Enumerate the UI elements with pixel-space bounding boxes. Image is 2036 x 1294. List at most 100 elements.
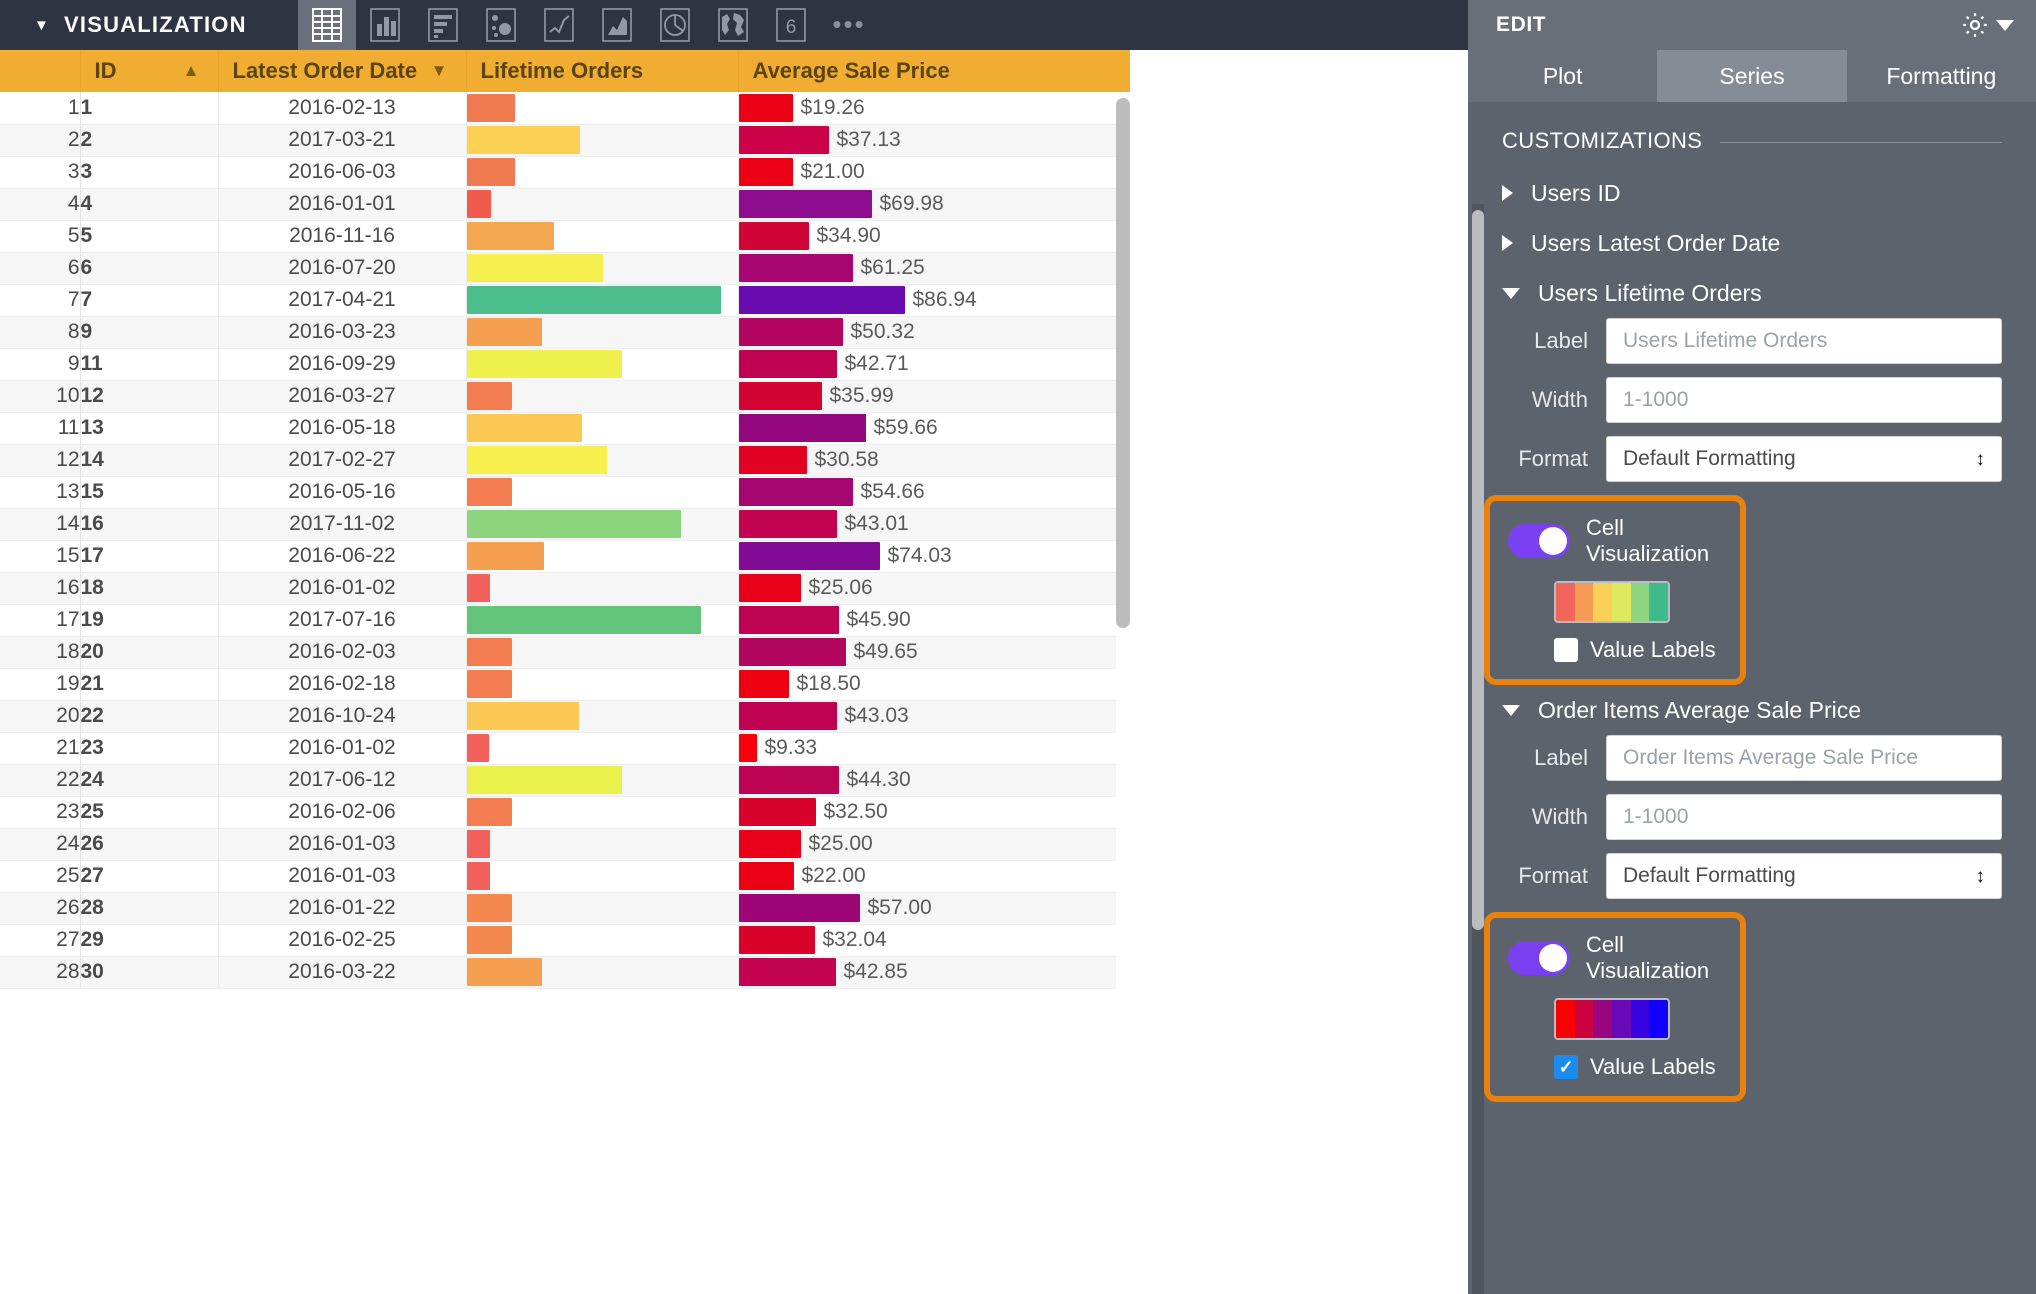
tab-plot[interactable]: Plot xyxy=(1542,62,1583,89)
palette-selector[interactable] xyxy=(1554,581,1670,623)
column-header-id[interactable]: ID ▲ xyxy=(80,50,219,92)
format-field-label: Format xyxy=(1518,863,1588,888)
accordion-label: Order Items Average Sale Price xyxy=(1538,696,1861,723)
pie-chart-icon[interactable] xyxy=(646,0,704,50)
cell-id: 17 xyxy=(80,540,219,573)
table-row[interactable]: 23 25 2016-02-06 $32.50 xyxy=(0,796,1130,829)
table-row[interactable]: 22 24 2017-06-12 $44.30 xyxy=(0,764,1130,797)
sort-desc-icon[interactable]: ▼ xyxy=(430,61,448,80)
label-input[interactable]: Order Items Average Sale Price xyxy=(1606,735,2002,781)
table-row[interactable]: 18 20 2016-02-03 $49.65 xyxy=(0,636,1130,669)
cell-visualization-toggle[interactable] xyxy=(1508,524,1570,558)
value-labels-checkbox[interactable] xyxy=(1554,638,1578,662)
row-number: 16 xyxy=(0,572,81,605)
table-row[interactable]: 27 29 2016-02-25 $32.04 xyxy=(0,924,1130,957)
width-input[interactable]: 1-1000 xyxy=(1606,377,2002,423)
chevron-down-icon[interactable]: ▼ xyxy=(34,16,51,34)
scatter-chart-icon[interactable] xyxy=(472,0,530,50)
table-row[interactable]: 1 1 2016-02-13 $19.26 xyxy=(0,92,1130,125)
average-sale-price-bar xyxy=(738,318,843,346)
table-row[interactable]: 21 23 2016-01-02 $9.33 xyxy=(0,732,1130,765)
select-stepper-icon[interactable]: ↕ xyxy=(1975,865,1986,887)
lifetime-orders-bar xyxy=(466,542,544,570)
sort-asc-icon[interactable]: ▲ xyxy=(182,61,200,80)
label-field-row: Label Users Lifetime Orders xyxy=(1468,318,2036,364)
table-row[interactable]: 20 22 2016-10-24 $43.03 xyxy=(0,700,1130,733)
format-select[interactable]: Default Formatting ↕ xyxy=(1606,853,2002,899)
lifetime-orders-bar xyxy=(466,638,512,666)
row-number: 26 xyxy=(0,892,81,925)
edit-scrollbar-thumb[interactable] xyxy=(1472,210,1484,930)
table-row[interactable]: 12 14 2017-02-27 $30.58 xyxy=(0,444,1130,477)
table-row[interactable]: 24 26 2016-01-03 $25.00 xyxy=(0,828,1130,861)
table-row[interactable]: 19 21 2016-02-18 $18.50 xyxy=(0,668,1130,701)
single-value-chart-icon[interactable]: 6 xyxy=(762,0,820,50)
table-row[interactable]: 6 6 2016-07-20 $61.25 xyxy=(0,252,1130,285)
chevron-right-icon[interactable] xyxy=(1502,185,1513,201)
table-row[interactable]: 8 9 2016-03-23 $50.32 xyxy=(0,316,1130,349)
accordion-users-id[interactable]: Users ID xyxy=(1468,168,2036,218)
average-sale-price-bar xyxy=(738,222,809,250)
average-sale-price-bar xyxy=(738,862,794,890)
visualization-title-group[interactable]: ▼ VISUALIZATION xyxy=(0,0,298,50)
area-chart-icon[interactable] xyxy=(588,0,646,50)
table-row[interactable]: 4 4 2016-01-01 $69.98 xyxy=(0,188,1130,221)
format-select[interactable]: Default Formatting ↕ xyxy=(1606,436,2002,482)
average-sale-price-value: $86.94 xyxy=(912,288,977,311)
column-header-latest-order-date[interactable]: Latest Order Date ▼ xyxy=(218,50,467,92)
chevron-right-icon[interactable] xyxy=(1502,235,1513,251)
table-row[interactable]: 11 13 2016-05-18 $59.66 xyxy=(0,412,1130,445)
tab-formatting[interactable]: Formatting xyxy=(1886,62,1997,89)
tab-series[interactable]: Series xyxy=(1657,50,1847,102)
table-scrollbar-thumb[interactable] xyxy=(1116,98,1130,628)
palette-selector[interactable] xyxy=(1554,998,1670,1040)
gear-icon[interactable] xyxy=(1960,10,1990,40)
table-row[interactable]: 7 7 2017-04-21 $86.94 xyxy=(0,284,1130,317)
accordion-users-lifetime-orders[interactable]: Users Lifetime Orders xyxy=(1468,268,2036,318)
table-row[interactable]: 25 27 2016-01-03 $22.00 xyxy=(0,860,1130,893)
row-number: 1 xyxy=(0,92,81,125)
chevron-down-icon[interactable] xyxy=(1502,704,1520,716)
value-labels-checkbox[interactable]: ✓ xyxy=(1554,1055,1578,1079)
row-number: 10 xyxy=(0,380,81,413)
table-row[interactable]: 14 16 2017-11-02 $43.01 xyxy=(0,508,1130,541)
palette-swatch xyxy=(1556,1000,1575,1038)
cell-id: 1 xyxy=(80,92,219,125)
select-stepper-icon[interactable]: ↕ xyxy=(1975,448,1986,470)
table-row[interactable]: 10 12 2016-03-27 $35.99 xyxy=(0,380,1130,413)
table-row[interactable]: 28 30 2016-03-22 $42.85 xyxy=(0,956,1130,989)
table-row[interactable]: 3 3 2016-06-03 $21.00 xyxy=(0,156,1130,189)
column-header-lifetime-orders[interactable]: Lifetime Orders xyxy=(466,50,739,92)
cell-average-sale-price: $25.00 xyxy=(738,828,1130,861)
cell-latest-order-date: 2016-05-18 xyxy=(218,412,467,445)
cell-id: 6 xyxy=(80,252,219,285)
accordion-users-latest-order-date[interactable]: Users Latest Order Date xyxy=(1468,218,2036,268)
cell-id: 12 xyxy=(80,380,219,413)
line-chart-icon[interactable] xyxy=(530,0,588,50)
width-input[interactable]: 1-1000 xyxy=(1606,794,2002,840)
cell-latest-order-date: 2016-01-22 xyxy=(218,892,467,925)
ellipsis-icon[interactable]: ••• xyxy=(832,9,866,40)
column-chart-icon[interactable] xyxy=(356,0,414,50)
cell-lifetime-orders xyxy=(466,412,739,445)
table-row[interactable]: 16 18 2016-01-02 $25.06 xyxy=(0,572,1130,605)
column-header-rownum xyxy=(0,50,81,92)
chevron-down-icon[interactable] xyxy=(1996,19,2014,31)
table-row[interactable]: 5 5 2016-11-16 $34.90 xyxy=(0,220,1130,253)
cell-average-sale-price: $30.58 xyxy=(738,444,1130,477)
cell-lifetime-orders xyxy=(466,540,739,573)
chevron-down-icon[interactable] xyxy=(1502,287,1520,299)
column-header-average-sale-price[interactable]: Average Sale Price xyxy=(738,50,1131,92)
table-row[interactable]: 2 2 2017-03-21 $37.13 xyxy=(0,124,1130,157)
table-row[interactable]: 15 17 2016-06-22 $74.03 xyxy=(0,540,1130,573)
label-input[interactable]: Users Lifetime Orders xyxy=(1606,318,2002,364)
cell-visualization-toggle[interactable] xyxy=(1508,941,1570,975)
table-chart-icon[interactable] xyxy=(298,0,356,50)
table-row[interactable]: 13 15 2016-05-16 $54.66 xyxy=(0,476,1130,509)
table-row[interactable]: 9 11 2016-09-29 $42.71 xyxy=(0,348,1130,381)
accordion-order-items-average-sale-price[interactable]: Order Items Average Sale Price xyxy=(1468,685,2036,735)
table-row[interactable]: 17 19 2017-07-16 $45.90 xyxy=(0,604,1130,637)
map-chart-icon[interactable] xyxy=(704,0,762,50)
bar-chart-icon[interactable] xyxy=(414,0,472,50)
table-row[interactable]: 26 28 2016-01-22 $57.00 xyxy=(0,892,1130,925)
